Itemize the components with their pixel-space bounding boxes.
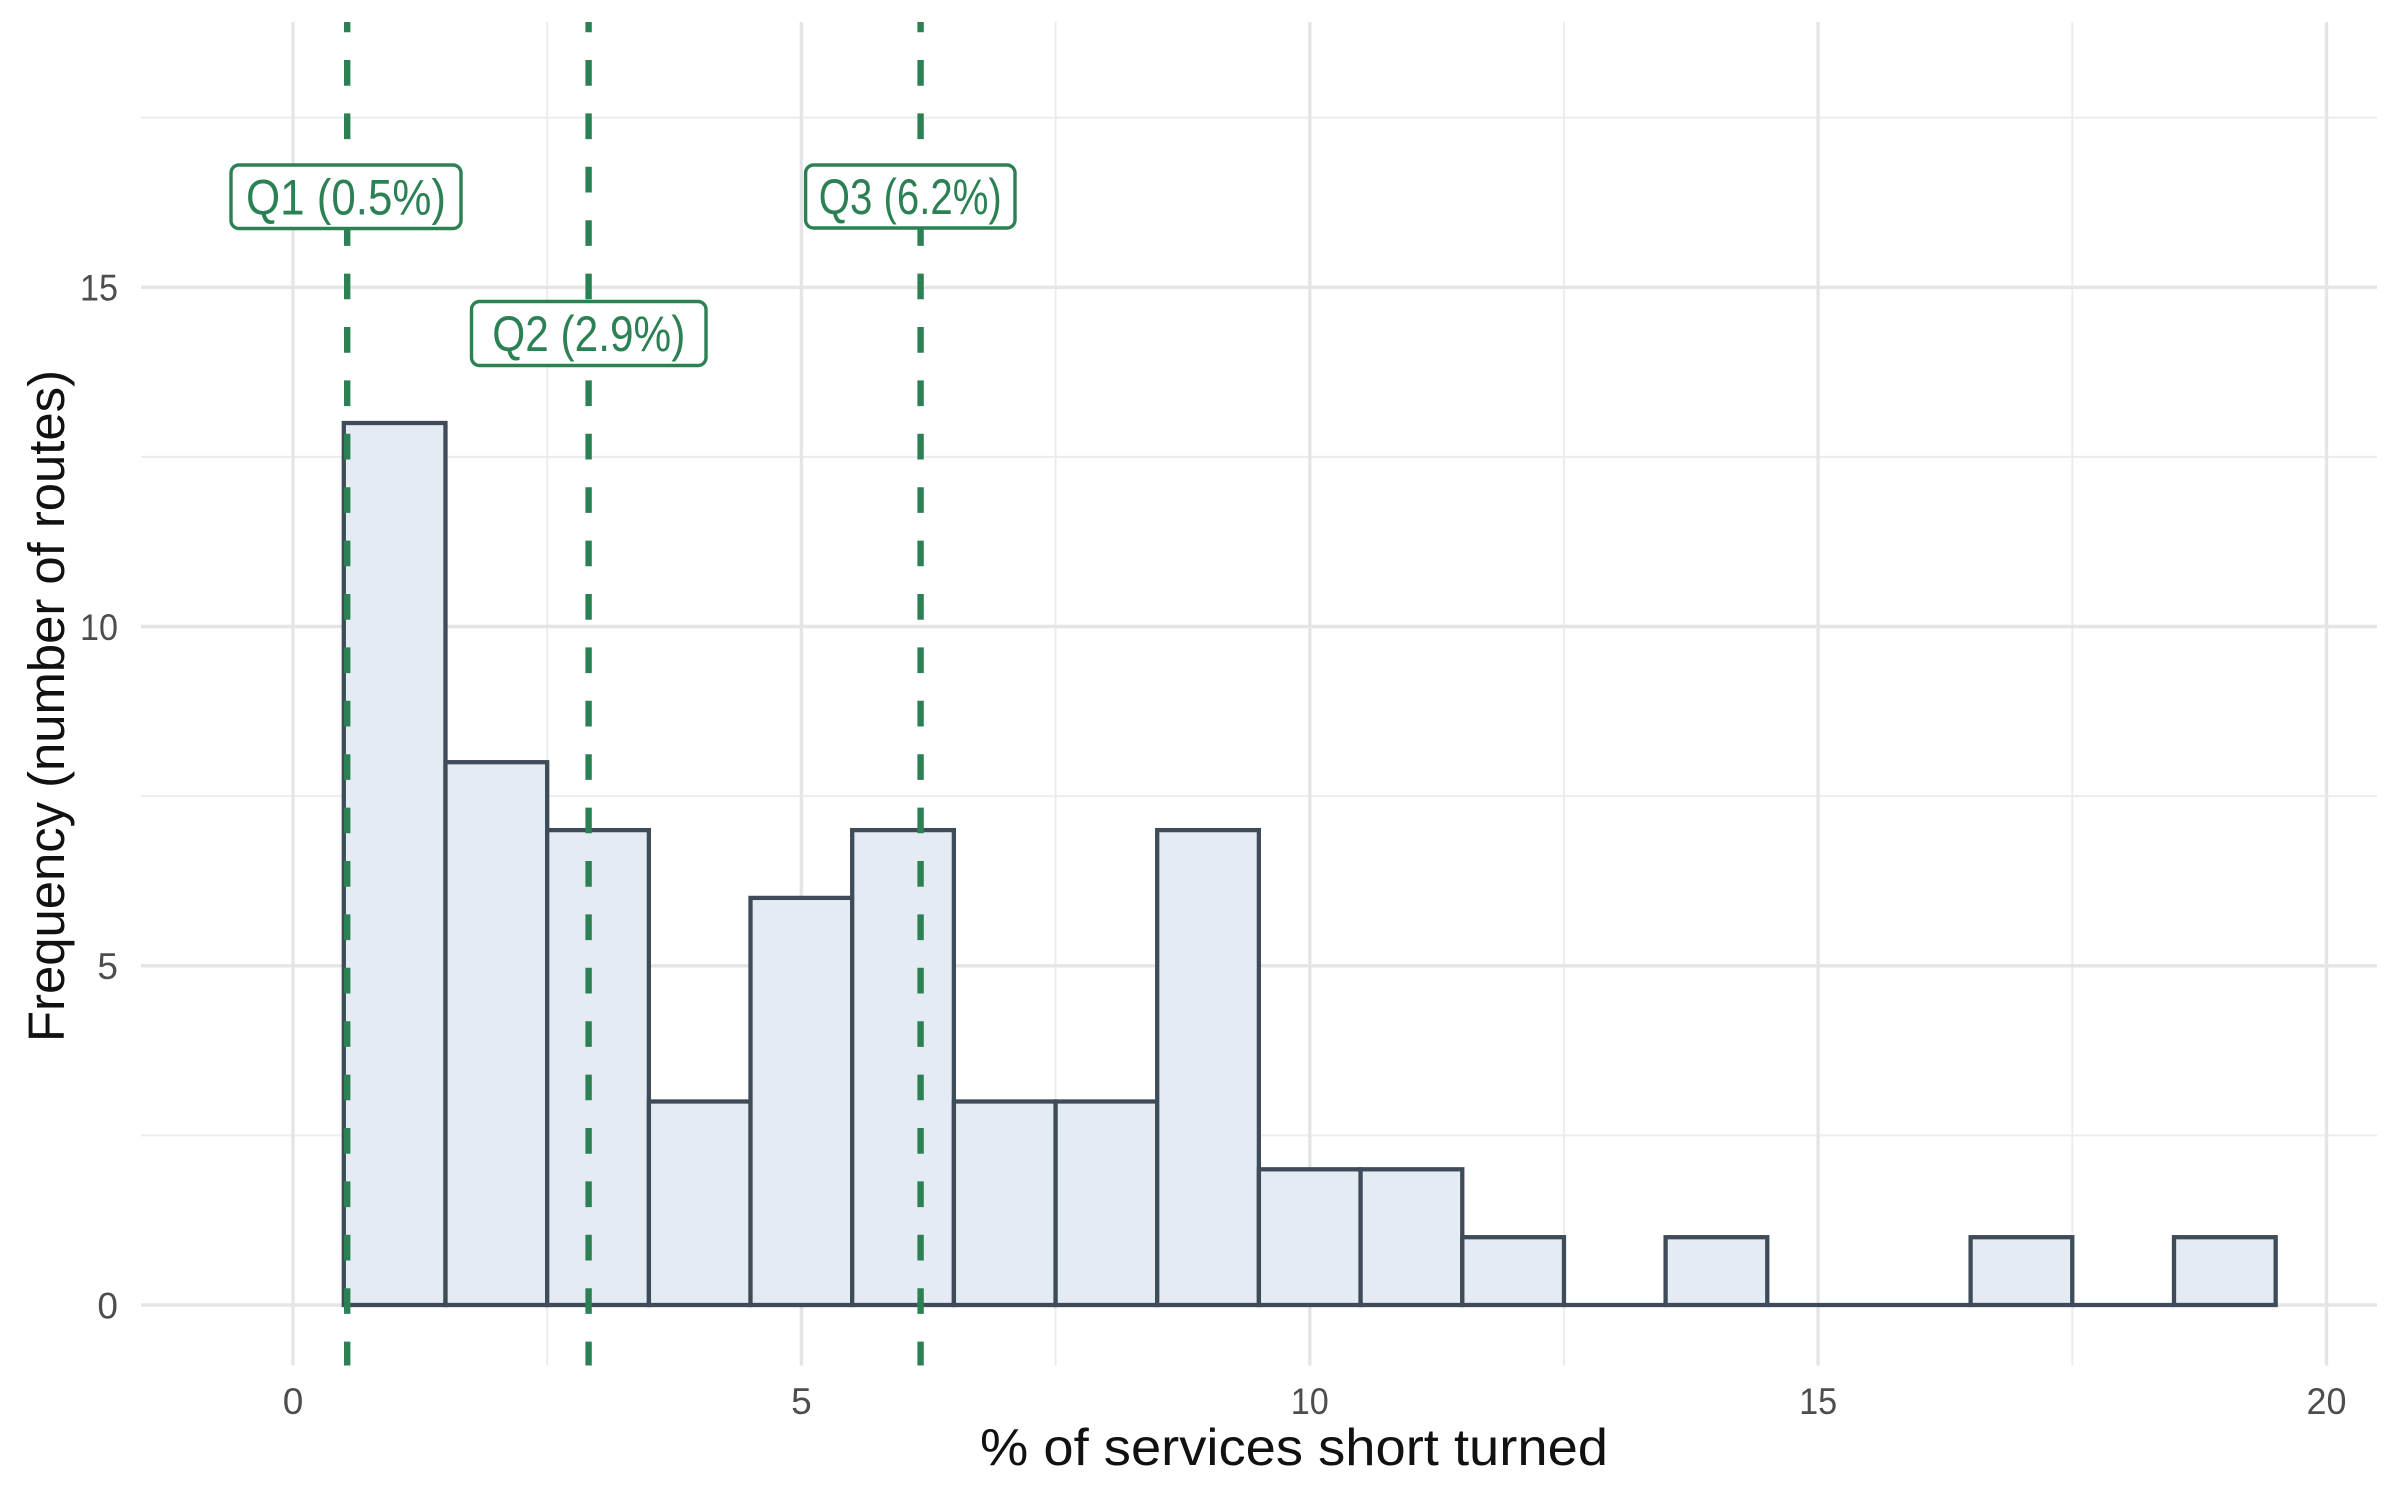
svg-text:Q1 (0.5%): Q1 (0.5%) [246, 169, 446, 225]
svg-text:5: 5 [791, 1381, 812, 1422]
svg-text:15: 15 [80, 268, 118, 309]
svg-text:10: 10 [1291, 1381, 1329, 1422]
svg-text:0: 0 [97, 1285, 118, 1326]
svg-text:20: 20 [2307, 1381, 2347, 1422]
svg-text:10: 10 [80, 607, 118, 648]
svg-text:15: 15 [1799, 1381, 1837, 1422]
svg-text:5: 5 [97, 946, 118, 987]
svg-text:0: 0 [283, 1381, 304, 1422]
svg-text:Q3 (6.2%): Q3 (6.2%) [819, 169, 1002, 225]
svg-text:Q2 (2.9%): Q2 (2.9%) [492, 306, 685, 362]
svg-text:Frequency (number of routes): Frequency (number of routes) [18, 370, 75, 1042]
svg-text:% of services short turned: % of services short turned [980, 1419, 1608, 1477]
